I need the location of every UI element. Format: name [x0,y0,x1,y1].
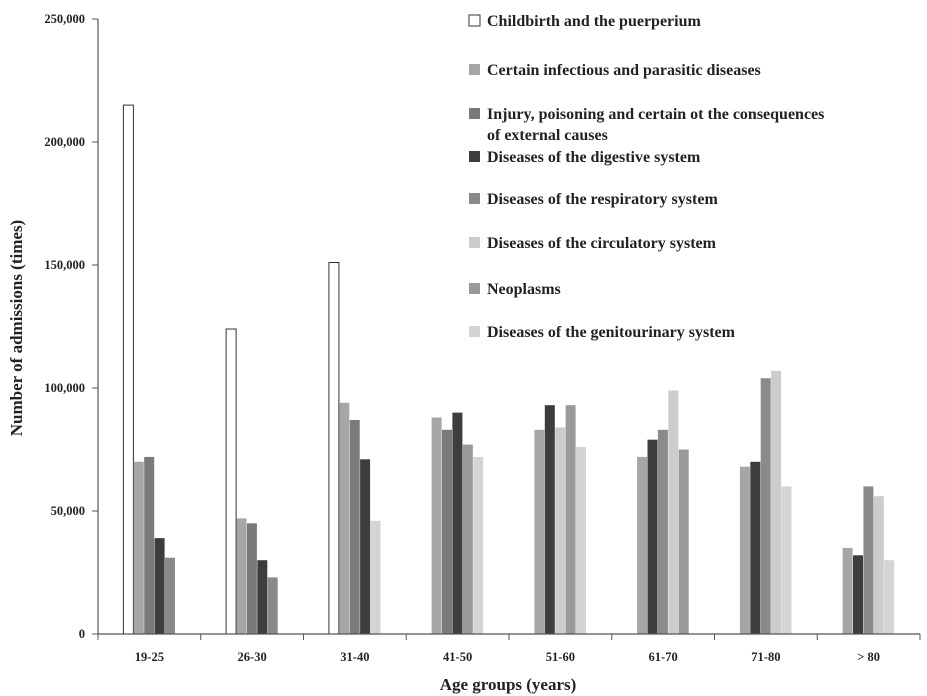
y-tick-label: 100,000 [44,381,85,395]
y-tick-label: 50,000 [51,504,85,518]
legend-swatch [469,193,480,204]
legend-label: Diseases of the genitourinary system [487,324,736,341]
bar-2-4 [431,417,442,634]
bar-4-7 [750,461,761,634]
y-tick-label: 250,000 [44,12,85,26]
bar-5-1 [165,557,175,634]
bar-2-7 [739,466,750,634]
y-tick-label: 0 [79,627,85,641]
bar-2-3 [339,402,350,634]
legend-swatch [469,108,480,119]
x-tick-label: 19-25 [135,650,164,664]
bar-5-6 [657,429,668,634]
x-tick-label: 51-60 [546,650,575,664]
legend-label: Neoplasms [487,281,561,298]
x-tick-label: 41-50 [443,650,472,664]
legend-swatch [469,64,480,75]
bar-3-1 [144,456,155,634]
legend-swatch [469,151,480,162]
bar-6-5 [555,427,566,634]
legend: Childbirth and the puerperium Certain inf… [468,13,824,341]
legend-label: Injury, poisoning and certain ot the con… [487,106,824,144]
bar-8-5 [576,447,586,634]
x-tick-label: 31-40 [340,650,369,664]
bar-5-7 [760,378,771,634]
legend-swatch [469,283,480,294]
bar-1-1 [122,104,134,635]
bar-2-1 [133,461,144,634]
bar-4-5 [544,405,555,634]
legend-label: Diseases of the respiratory system [487,191,718,208]
bar-6-7 [771,370,782,634]
legend-label: Diseases of the circulatory system [487,235,717,252]
bar-7-5 [565,405,576,634]
bar-4-8 [853,555,863,634]
legend-swatch [468,14,481,27]
bar-2-8 [842,547,853,634]
axes: 0 50,000 100,000 150,000 200,000 250,000 19-25… [44,12,921,664]
bar-6-6 [668,390,679,634]
x-axis-title: Age groups (years) [440,675,577,694]
bar-8-3 [370,520,381,634]
bar-1-2 [225,328,237,635]
x-tick-label: > 80 [857,650,880,664]
bar-7-6 [678,449,689,634]
bar-8-4 [473,456,484,634]
legend-label: Certain infectious and parasitic disease… [487,62,761,79]
legend-swatch [469,237,480,248]
bar-4-2 [257,560,268,634]
legend-label: Childbirth and the puerperium [487,13,701,30]
bar-3-4 [442,429,452,634]
bar-5-2 [267,577,278,634]
x-tick-label: 26-30 [238,650,267,664]
bar-7-4 [462,444,473,634]
bar-4-4 [452,412,463,634]
legend-label: Diseases of the digestive system [487,149,701,166]
bar-4-3 [360,459,371,634]
bar-2-6 [637,456,648,634]
x-tick-label: 71-80 [751,650,780,664]
bar-3-2 [246,523,257,634]
y-tick-label: 200,000 [44,135,85,149]
y-tick-label: 150,000 [44,258,85,272]
y-axis-title: Number of admissions (times) [7,220,26,436]
bar-8-8 [884,560,895,634]
bar-1-3 [328,262,340,635]
bar-2-2 [236,518,247,634]
bars [122,104,895,635]
legend-swatch [469,326,480,337]
bar-5-8 [863,486,874,634]
bar-2-5 [534,429,545,634]
bar-4-1 [154,538,165,634]
bar-8-7 [781,486,792,634]
bar-3-3 [349,420,360,634]
bar-4-6 [647,439,658,634]
bar-6-8 [873,496,884,634]
x-tick-label: 61-70 [649,650,678,664]
